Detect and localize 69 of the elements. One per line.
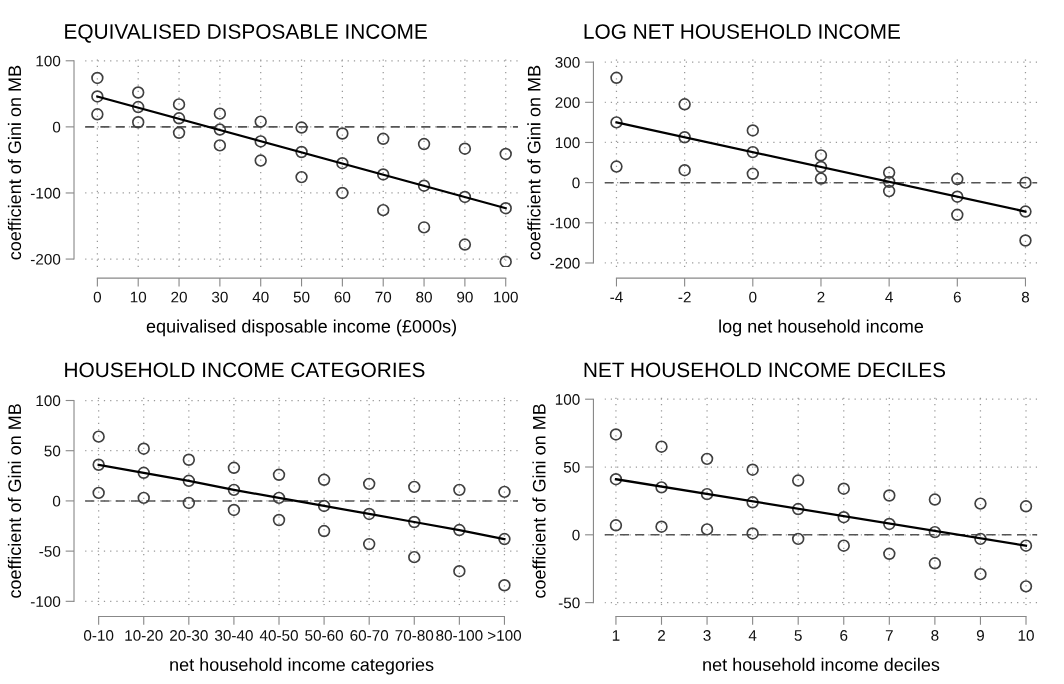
x-tick-label: 20-30 [170, 630, 208, 641]
x-tick-label: 0 [93, 291, 102, 303]
y-tick-label: -50 [39, 545, 61, 557]
x-tick-label: 1 [612, 630, 620, 641]
x-tick-label: -2 [678, 291, 691, 303]
x-tick-label: 20 [171, 291, 187, 303]
y-tick-label: -50 [558, 597, 580, 609]
chart-title: LOG NET HOUSEHOLD INCOME [584, 24, 900, 39]
chart-title: NET HOUSEHOLD INCOME DECILES [584, 362, 946, 378]
y-tick-label: -100 [30, 187, 61, 199]
y-tick-label: 0 [52, 121, 61, 133]
x-tick-label: 0 [749, 291, 757, 303]
y-tick-label: 200 [555, 97, 580, 109]
x-tick-label: 10-20 [125, 630, 163, 641]
y-axis-title: coefficient of Gini on MB [7, 404, 22, 598]
chart-title: EQUIVALISED DISPOSABLE INCOME [65, 24, 427, 43]
y-tick-label: 50 [44, 445, 61, 457]
x-tick-label: 10 [130, 291, 147, 303]
y-tick-label: 0 [52, 495, 61, 507]
x-tick-label: 2 [658, 630, 665, 641]
x-tick-label: 80 [416, 291, 432, 303]
y-tick-label: -200 [550, 257, 580, 269]
x-axis-title: net household income categories [170, 657, 434, 675]
x-tick-label: 30 [211, 291, 228, 303]
y-tick-label: -200 [30, 253, 61, 265]
x-tick-label: 4 [748, 630, 757, 641]
y-tick-label: 100 [36, 395, 61, 407]
x-tick-label: 30-40 [214, 630, 253, 641]
y-tick-label: 300 [555, 57, 580, 68]
x-tick-label: 3 [703, 630, 711, 641]
x-tick-label: -4 [610, 291, 623, 303]
x-tick-label: 40-50 [259, 630, 298, 641]
y-axis-title: coefficient of Gini on MB [7, 65, 22, 260]
x-tick-label: 40 [252, 291, 269, 303]
x-tick-label: 0-10 [83, 630, 114, 641]
x-tick-label: 4 [885, 291, 893, 303]
x-tick-label: 6 [840, 630, 848, 641]
x-tick-label: 60-70 [350, 630, 389, 641]
x-tick-label: 7 [885, 630, 893, 641]
y-axis-title: coefficient of Gini on MB [532, 404, 546, 598]
x-tick-label: 50 [293, 291, 310, 303]
y-axis-title: coefficient of Gini on MB [527, 65, 541, 260]
x-tick-label: 9 [976, 630, 984, 641]
x-axis-title: net household income deciles [703, 657, 940, 672]
x-tick-label: 10 [1018, 630, 1034, 641]
y-tick-label: 100 [36, 55, 61, 67]
y-tick-label: -100 [30, 596, 61, 608]
x-axis-title: log net household income [719, 319, 924, 337]
x-tick-label: 90 [457, 291, 473, 303]
y-tick-label: 100 [555, 394, 580, 405]
x-tick-label: 6 [953, 291, 961, 303]
y-tick-label: 50 [563, 461, 580, 473]
y-tick-label: -100 [550, 217, 580, 229]
x-tick-label: 70-80 [395, 630, 434, 641]
x-tick-label: 60 [334, 291, 351, 303]
x-tick-label: 2 [817, 291, 825, 303]
x-axis-title: equivalised disposable income (£000s) [146, 319, 457, 337]
x-tick-label: 5 [794, 630, 802, 641]
y-tick-label: 0 [572, 177, 580, 189]
x-tick-label: 8 [1021, 291, 1030, 303]
x-tick-label: 50-60 [305, 630, 344, 641]
y-tick-label: 100 [555, 137, 580, 149]
chart-title: HOUSEHOLD INCOME CATEGORIES [65, 362, 425, 378]
x-tick-label: >100 [488, 630, 522, 641]
x-tick-label: 100 [494, 291, 518, 303]
y-tick-label: 0 [572, 529, 580, 541]
x-tick-label: 8 [931, 630, 939, 641]
x-tick-label: 80-100 [436, 630, 483, 641]
x-tick-label: 70 [375, 291, 392, 303]
